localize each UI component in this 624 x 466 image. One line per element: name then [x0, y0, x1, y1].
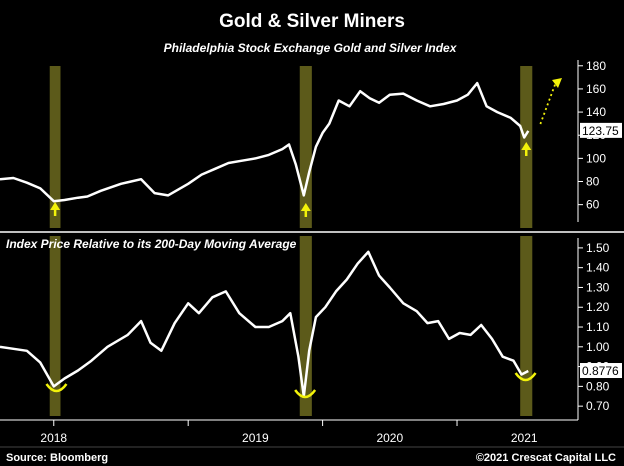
top-y-tick-label: 140 [586, 105, 606, 119]
top-highlight-band [49, 66, 61, 228]
x-tick-label: 2018 [40, 431, 67, 445]
bottom-y-tick-label: 0.80 [586, 379, 610, 393]
chart-title: Gold & Silver Miners [219, 11, 405, 32]
top-series-line [0, 81, 530, 203]
top-last-value-label: 123.75 [582, 124, 619, 138]
top-y-tick-label: 160 [586, 82, 606, 96]
top-panel-title: Philadelphia Stock Exchange Gold and Sil… [164, 41, 458, 55]
bottom-y-tick-label: 1.50 [586, 241, 610, 255]
bottom-y-tick-label: 0.70 [586, 399, 610, 413]
x-tick-label: 2021 [511, 431, 538, 445]
up-arrow-head [300, 203, 311, 211]
bottom-series-line [0, 250, 529, 398]
copyright-label: ©2021 Crescat Capital LLC [476, 452, 616, 464]
smile-mark [294, 389, 317, 399]
bottom-y-tick-label: 1.40 [586, 261, 610, 275]
bottom-y-tick-label: 1.00 [586, 340, 610, 354]
top-last-value: 123.75 [580, 122, 622, 138]
bottom-last-value: 0.8776 [580, 363, 622, 379]
source-label: Source: Bloomberg [6, 452, 108, 464]
top-y-tick-label: 80 [586, 175, 600, 189]
top-y-tick-label: 60 [586, 198, 600, 212]
bottom-y-tick-label: 1.30 [586, 280, 610, 294]
bottom-y-tick-label: 1.10 [586, 320, 610, 334]
bottom-last-value-box [580, 363, 622, 379]
bottom-highlight-band [299, 236, 312, 416]
x-tick-label: 2020 [376, 431, 403, 445]
up-arrow-head [50, 202, 61, 210]
x-tick-label: 2019 [242, 431, 269, 445]
bottom-y-tick-label: 1.20 [586, 300, 610, 314]
footer-bar [0, 447, 624, 466]
smile-mark [45, 383, 68, 393]
bottom-highlight-band [49, 236, 61, 416]
annotations [45, 78, 562, 399]
up-arrow-head [521, 142, 532, 150]
top-y-tick-label: 180 [586, 59, 606, 73]
top-y-tick-label: 100 [586, 151, 606, 165]
smile-mark [514, 372, 537, 382]
x-ticks: 2018 2019 2020 2021 [40, 420, 538, 445]
bottom-last-value-label: 0.8776 [582, 364, 619, 378]
bottom-highlight-band [520, 236, 533, 416]
top-last-value-box [580, 122, 622, 138]
bottom-panel-title: Index Price Relative to its 200-Day Movi… [6, 237, 297, 251]
trend-arrow-head [552, 78, 562, 88]
